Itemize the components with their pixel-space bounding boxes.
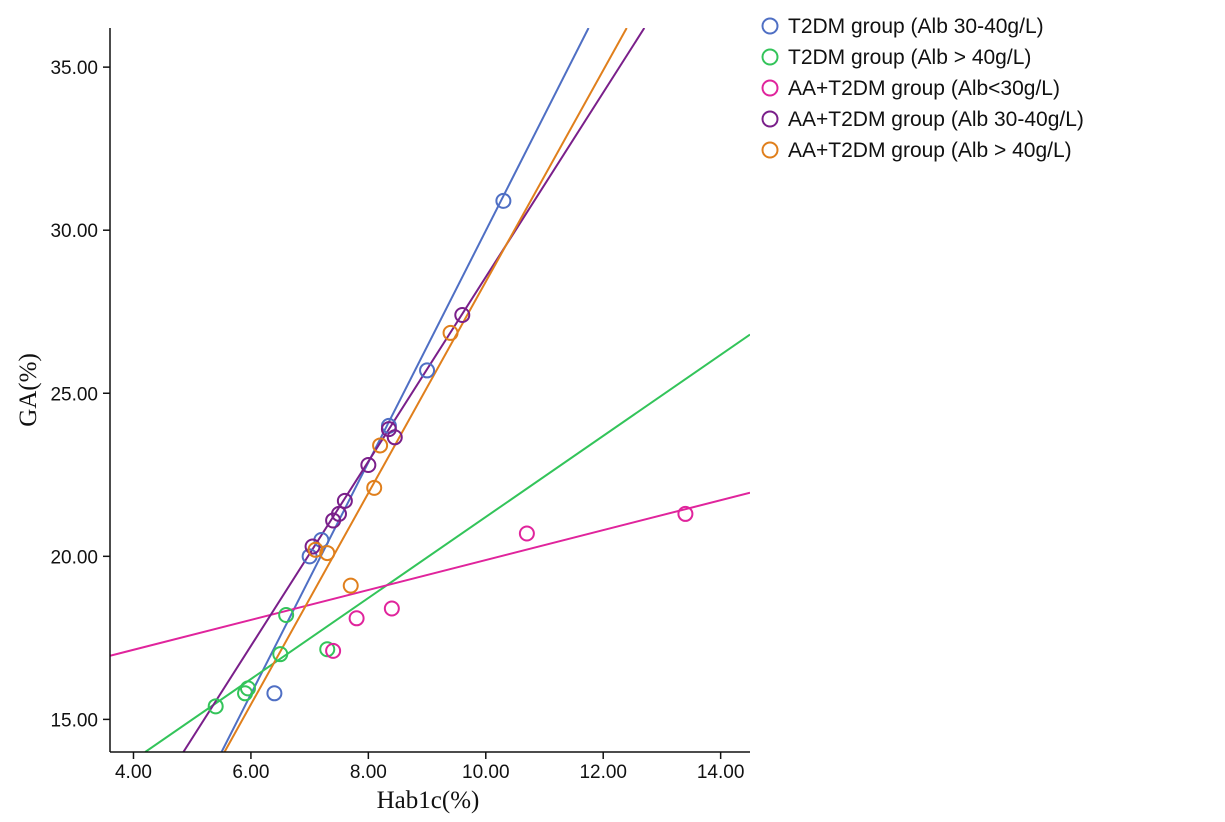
x-tick-label: 8.00	[350, 762, 387, 783]
axes: 4.00 6.00 8.00 10.00 12.00 14.00 15.00 20.00 25.…	[50, 28, 750, 783]
data-point-series-5	[372, 437, 389, 454]
data-point-series-2	[239, 680, 256, 697]
data-point-series-4	[360, 457, 377, 474]
legend-label: AA+T2DM group (Alb 30-40g/L)	[788, 108, 1084, 131]
x-tick-label: 14.00	[697, 762, 745, 783]
legend-marker	[761, 141, 779, 159]
y-tick-label: 35.00	[50, 58, 98, 79]
y-tick-label: 30.00	[50, 221, 98, 242]
data-point-series-5	[342, 577, 359, 594]
data-point-series-4	[336, 492, 353, 509]
data-point-series-4	[304, 538, 321, 555]
x-tick-label: 12.00	[579, 762, 627, 783]
legend-label: AA+T2DM group (Alb<30g/L)	[788, 77, 1060, 100]
legend-marker	[761, 17, 779, 35]
legend-marker	[761, 110, 779, 128]
data-point-series-5	[319, 545, 336, 562]
data-point-series-1	[419, 362, 436, 379]
fit-line-series-2	[144, 333, 750, 752]
legend-label: T2DM group (Alb > 40g/L)	[788, 46, 1031, 69]
fit-line-series-1	[220, 28, 590, 752]
data-point-series-3	[383, 600, 400, 617]
data-point-series-4	[386, 429, 403, 446]
legend-label: AA+T2DM group (Alb > 40g/L)	[788, 139, 1072, 162]
fit-lines	[110, 28, 750, 752]
legend-label: T2DM group (Alb 30-40g/L)	[788, 15, 1044, 38]
data-points	[207, 192, 694, 715]
y-axis-title: GA(%)	[15, 353, 42, 427]
x-tick-label: 6.00	[232, 762, 269, 783]
data-point-series-1	[266, 685, 283, 702]
data-point-series-4	[454, 306, 471, 323]
data-point-series-3	[348, 610, 365, 627]
legend-marker	[761, 48, 779, 66]
legend: T2DM group (Alb 30-40g/L) T2DM group (Alb…	[761, 15, 1084, 162]
data-point-series-5	[442, 324, 459, 341]
x-tick-label: 4.00	[115, 762, 152, 783]
data-point-series-5	[366, 479, 383, 496]
data-point-series-2	[207, 698, 224, 715]
y-tick-label: 20.00	[50, 547, 98, 568]
data-point-series-5	[307, 541, 324, 558]
data-point-series-1	[495, 192, 512, 209]
x-tick-label: 10.00	[462, 762, 510, 783]
y-tick-label: 25.00	[50, 384, 98, 405]
x-axis-title: Hab1c(%)	[377, 787, 480, 814]
fit-line-series-4	[182, 28, 646, 752]
fit-line-series-3	[110, 491, 750, 657]
legend-marker	[761, 79, 779, 97]
data-point-series-3	[677, 505, 694, 522]
data-point-series-3	[518, 525, 535, 542]
fit-line-series-5	[223, 28, 628, 752]
data-point-series-4	[380, 421, 397, 438]
data-point-series-4	[330, 505, 347, 522]
data-point-series-3	[325, 642, 342, 659]
data-point-series-2	[278, 607, 295, 624]
data-point-series-2	[272, 646, 289, 663]
y-tick-label: 15.00	[50, 710, 98, 731]
